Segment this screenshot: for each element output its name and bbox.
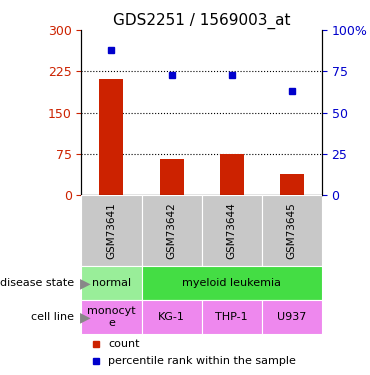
Text: U937: U937 bbox=[277, 312, 306, 322]
Text: GSM73644: GSM73644 bbox=[227, 202, 237, 259]
Text: monocyt
e: monocyt e bbox=[87, 306, 136, 328]
Bar bbox=[280, 174, 304, 195]
Text: THP-1: THP-1 bbox=[215, 312, 248, 322]
Bar bbox=[142, 195, 202, 266]
Text: GSM73642: GSM73642 bbox=[166, 202, 176, 259]
Text: GSM73641: GSM73641 bbox=[107, 202, 117, 259]
Text: cell line: cell line bbox=[31, 312, 74, 322]
Bar bbox=[81, 266, 142, 300]
Bar bbox=[159, 159, 184, 195]
Bar bbox=[142, 300, 202, 334]
Text: GSM73645: GSM73645 bbox=[287, 202, 297, 259]
Text: ▶: ▶ bbox=[80, 310, 90, 324]
Text: count: count bbox=[108, 339, 140, 349]
Bar bbox=[202, 195, 262, 266]
Bar bbox=[202, 300, 262, 334]
Bar bbox=[220, 154, 244, 195]
Bar bbox=[262, 195, 322, 266]
Bar bbox=[100, 80, 124, 195]
Text: percentile rank within the sample: percentile rank within the sample bbox=[108, 356, 296, 366]
Text: ▶: ▶ bbox=[80, 276, 90, 290]
Text: normal: normal bbox=[92, 278, 131, 288]
Text: myeloid leukemia: myeloid leukemia bbox=[182, 278, 281, 288]
Bar bbox=[262, 300, 322, 334]
Bar bbox=[81, 195, 142, 266]
Bar bbox=[142, 266, 322, 300]
Bar bbox=[81, 300, 142, 334]
Text: disease state: disease state bbox=[0, 278, 74, 288]
Title: GDS2251 / 1569003_at: GDS2251 / 1569003_at bbox=[113, 12, 290, 28]
Text: KG-1: KG-1 bbox=[158, 312, 185, 322]
